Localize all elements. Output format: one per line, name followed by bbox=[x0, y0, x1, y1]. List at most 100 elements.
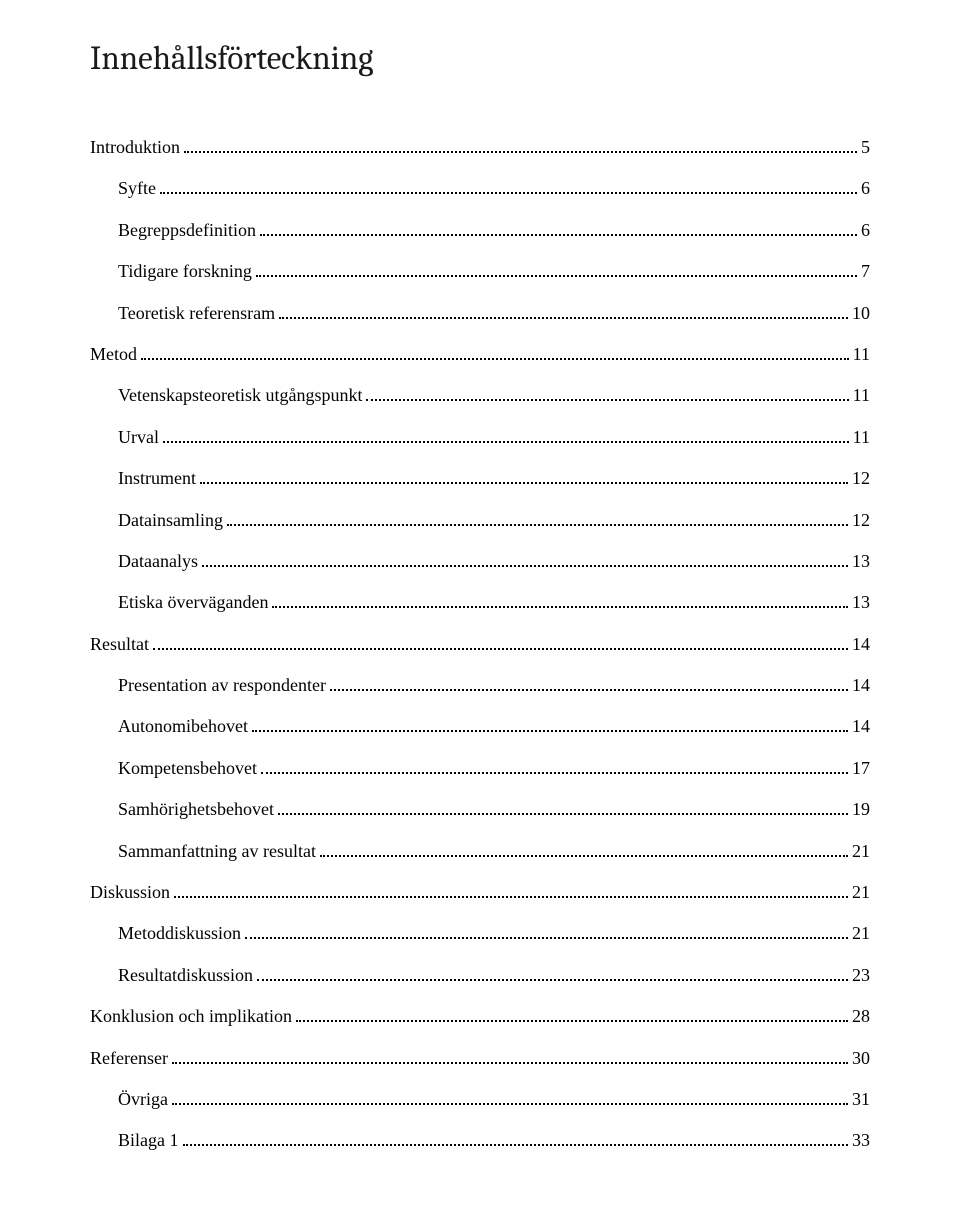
toc-row: Bilaga 1 33 bbox=[90, 1129, 870, 1152]
toc-leader-dots bbox=[163, 441, 849, 443]
toc-entry-label: Referenser bbox=[90, 1047, 168, 1070]
toc-entry-label: Bilaga 1 bbox=[118, 1129, 179, 1152]
toc-entry-label: Samhörighetsbehovet bbox=[118, 798, 274, 821]
toc-row: Autonomibehovet 14 bbox=[90, 715, 870, 738]
toc-entry-page: 14 bbox=[852, 715, 870, 738]
toc-entry-label: Instrument bbox=[118, 467, 196, 490]
toc-row: Sammanfattning av resultat 21 bbox=[90, 840, 870, 863]
toc-entry-page: 19 bbox=[852, 798, 870, 821]
toc-entry-label: Sammanfattning av resultat bbox=[118, 840, 316, 863]
toc-row: Samhörighetsbehovet 19 bbox=[90, 798, 870, 821]
toc-leader-dots bbox=[296, 1020, 848, 1022]
toc-leader-dots bbox=[252, 730, 848, 732]
toc-entry-label: Metoddiskussion bbox=[118, 922, 241, 945]
toc-entry-label: Autonomibehovet bbox=[118, 715, 248, 738]
toc-page: Innehållsförteckning Introduktion5Syfte6… bbox=[0, 0, 960, 1211]
toc-entry-page: 5 bbox=[861, 136, 870, 159]
toc-entry-page: 14 bbox=[852, 674, 870, 697]
toc-entry-label: Presentation av respondenter bbox=[118, 674, 326, 697]
toc-row: Metod 11 bbox=[90, 343, 870, 366]
toc-entry-label: Urval bbox=[118, 426, 159, 449]
toc-entry-page: 21 bbox=[852, 840, 870, 863]
toc-entry-page: 12 bbox=[852, 509, 870, 532]
toc-row: Tidigare forskning 7 bbox=[90, 260, 870, 283]
toc-entry-page: 33 bbox=[852, 1129, 870, 1152]
toc-leader-dots bbox=[278, 813, 848, 815]
toc-entry-label: Syfte bbox=[118, 177, 156, 200]
toc-entry-label: Dataanalys bbox=[118, 550, 198, 573]
toc-row: Resultatdiskussion23 bbox=[90, 964, 870, 987]
toc-entry-label: Tidigare forskning bbox=[118, 260, 252, 283]
toc-entry-page: 6 bbox=[861, 219, 870, 242]
toc-entry-label: Diskussion bbox=[90, 881, 170, 904]
toc-entry-page: 14 bbox=[852, 633, 870, 656]
toc-row: Referenser 30 bbox=[90, 1047, 870, 1070]
toc-leader-dots bbox=[272, 606, 848, 608]
toc-row: Introduktion 5 bbox=[90, 136, 870, 159]
toc-row: Syfte6 bbox=[90, 177, 870, 200]
toc-entry-label: Vetenskapsteoretisk utgångspunkt bbox=[118, 384, 362, 407]
toc-row: Metoddiskussion 21 bbox=[90, 922, 870, 945]
toc-entry-page: 7 bbox=[861, 260, 870, 283]
toc-row: Dataanalys 13 bbox=[90, 550, 870, 573]
toc-leader-dots bbox=[172, 1062, 848, 1064]
toc-row: Begreppsdefinition 6 bbox=[90, 219, 870, 242]
toc-row: Konklusion och implikation 28 bbox=[90, 1005, 870, 1028]
toc-leader-dots bbox=[366, 399, 848, 401]
toc-leader-dots bbox=[202, 565, 848, 567]
toc-entry-page: 10 bbox=[852, 302, 870, 325]
toc-leader-dots bbox=[184, 151, 857, 153]
toc-entry-label: Datainsamling bbox=[118, 509, 223, 532]
toc-row: Resultat 14 bbox=[90, 633, 870, 656]
toc-list: Introduktion 5 Syfte6 Begreppsdefinition 6 Ti… bbox=[90, 136, 870, 1153]
toc-leader-dots bbox=[141, 358, 849, 360]
toc-leader-dots bbox=[245, 937, 848, 939]
toc-leader-dots bbox=[153, 648, 848, 650]
toc-leader-dots bbox=[260, 234, 857, 236]
toc-row: Vetenskapsteoretisk utgångspunkt 11 bbox=[90, 384, 870, 407]
toc-entry-label: Introduktion bbox=[90, 136, 180, 159]
toc-entry-page: 30 bbox=[852, 1047, 870, 1070]
toc-entry-page: 13 bbox=[852, 550, 870, 573]
toc-entry-page: 21 bbox=[852, 881, 870, 904]
toc-row: Presentation av respondenter 14 bbox=[90, 674, 870, 697]
toc-row: Datainsamling 12 bbox=[90, 509, 870, 532]
toc-entry-page: 11 bbox=[853, 343, 870, 366]
toc-leader-dots bbox=[330, 689, 848, 691]
toc-entry-label: Metod bbox=[90, 343, 137, 366]
toc-leader-dots bbox=[174, 896, 848, 898]
toc-entry-page: 13 bbox=[852, 591, 870, 614]
toc-leader-dots bbox=[261, 772, 848, 774]
toc-entry-label: Övriga bbox=[118, 1088, 168, 1111]
toc-entry-label: Konklusion och implikation bbox=[90, 1005, 292, 1028]
toc-row: Instrument 12 bbox=[90, 467, 870, 490]
toc-entry-label: Resultatdiskussion bbox=[118, 964, 253, 987]
toc-entry-page: 11 bbox=[853, 384, 870, 407]
toc-title: Innehållsförteckning bbox=[90, 40, 870, 78]
toc-leader-dots bbox=[279, 317, 848, 319]
toc-row: Etiska överväganden 13 bbox=[90, 591, 870, 614]
toc-entry-page: 12 bbox=[852, 467, 870, 490]
toc-leader-dots bbox=[227, 524, 848, 526]
toc-row: Övriga 31 bbox=[90, 1088, 870, 1111]
toc-leader-dots bbox=[257, 979, 848, 981]
toc-entry-label: Begreppsdefinition bbox=[118, 219, 256, 242]
toc-row: Urval 11 bbox=[90, 426, 870, 449]
toc-entry-label: Resultat bbox=[90, 633, 149, 656]
toc-leader-dots bbox=[172, 1103, 848, 1105]
toc-row: Teoretisk referensram10 bbox=[90, 302, 870, 325]
toc-entry-label: Kompetensbehovet bbox=[118, 757, 257, 780]
toc-leader-dots bbox=[183, 1144, 849, 1146]
toc-row: Diskussion 21 bbox=[90, 881, 870, 904]
toc-entry-page: 28 bbox=[852, 1005, 870, 1028]
toc-entry-page: 11 bbox=[853, 426, 870, 449]
toc-leader-dots bbox=[160, 192, 857, 194]
toc-entry-label: Etiska överväganden bbox=[118, 591, 268, 614]
toc-leader-dots bbox=[200, 482, 848, 484]
toc-leader-dots bbox=[320, 855, 848, 857]
toc-entry-page: 21 bbox=[852, 922, 870, 945]
toc-entry-page: 17 bbox=[852, 757, 870, 780]
toc-entry-page: 31 bbox=[852, 1088, 870, 1111]
toc-leader-dots bbox=[256, 275, 857, 277]
toc-row: Kompetensbehovet 17 bbox=[90, 757, 870, 780]
